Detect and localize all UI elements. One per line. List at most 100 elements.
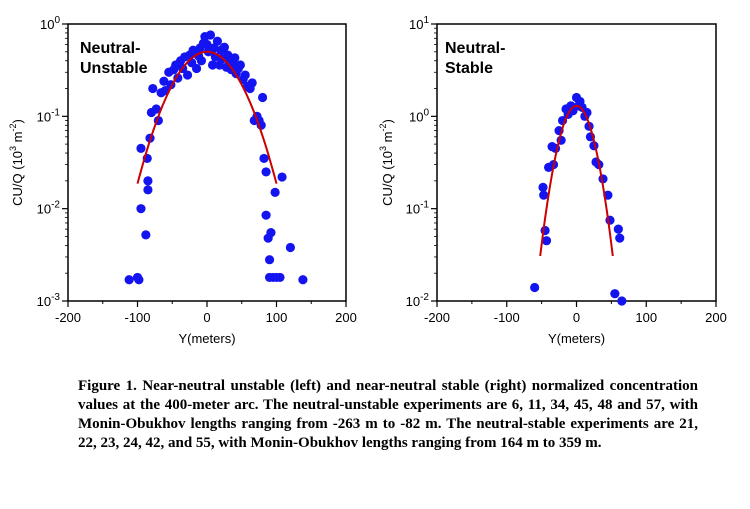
data-point	[615, 233, 625, 243]
data-point	[159, 76, 169, 86]
data-point	[285, 242, 295, 253]
data-point	[141, 230, 151, 240]
fit-curve	[136, 50, 278, 184]
y-tick-label: 100	[40, 15, 60, 32]
y-tick-exponent: -1	[51, 107, 60, 118]
data-point	[247, 78, 257, 88]
y-tick-label: 100	[409, 107, 429, 124]
data-point	[610, 289, 620, 299]
data-point	[261, 167, 271, 177]
y-tick-label: 101	[409, 15, 429, 32]
y-tick-exponent: -2	[51, 200, 60, 211]
y-axis-title-part: 3	[8, 146, 18, 151]
data-point	[275, 272, 285, 283]
panel-label: Neutral-	[445, 40, 505, 57]
y-tick-exponent: 0	[423, 107, 429, 118]
y-tick-base: 10	[40, 17, 54, 32]
data-point	[134, 275, 144, 285]
y-tick-label: 10-1	[37, 107, 61, 124]
figure-caption: Figure 1. Near-neutral unstable (left) a…	[78, 378, 698, 451]
data-point	[266, 228, 276, 238]
x-tick-label: -200	[424, 310, 450, 325]
data-point	[530, 282, 540, 293]
panel-label: Unstable	[80, 60, 148, 77]
x-axis-title: Y(meters)	[178, 331, 235, 346]
data-point	[541, 236, 552, 246]
y-axis-title: CU/Q (103 m-2)	[378, 119, 395, 206]
y-tick-base: 10	[406, 294, 420, 309]
data-point	[212, 36, 223, 46]
x-tick-label: -100	[494, 310, 520, 325]
chart-neutral-stable: -200 -100 0 100 20010110010-110-2Y(meters)CU…	[378, 15, 727, 346]
data-point	[148, 83, 158, 94]
x-axis-title: Y(meters)	[548, 331, 605, 346]
data-point	[613, 224, 623, 234]
data-point	[261, 210, 271, 220]
data-point	[264, 255, 275, 265]
data-point	[191, 63, 202, 74]
x-tick-label: 0	[203, 310, 210, 325]
data-point	[143, 185, 153, 195]
x-tick-label: -100	[124, 310, 150, 325]
chart-neutral-unstable: -200 -100 0 100 20010010-110-210-3Y(meters)C…	[8, 15, 357, 346]
data-point	[538, 182, 548, 192]
data-point	[219, 42, 229, 52]
y-tick-base: 10	[37, 294, 51, 309]
data-point	[539, 190, 549, 200]
data-point	[205, 30, 216, 40]
y-tick-label: 10-1	[406, 200, 430, 217]
y-tick-label: 10-2	[406, 292, 430, 309]
y-axis-title-part: )	[380, 119, 395, 123]
data-point	[143, 176, 153, 186]
y-axis-title-part: CU/Q (10	[380, 151, 395, 206]
data-point	[617, 296, 627, 306]
x-tick-label: 200	[335, 310, 357, 325]
panel-label: Neutral-	[80, 40, 140, 57]
data-point	[202, 39, 212, 50]
y-tick-base: 10	[409, 17, 423, 32]
y-tick-base: 10	[37, 202, 51, 217]
fit-curve	[539, 104, 614, 257]
data-point	[270, 187, 280, 198]
y-axis-title-part: )	[10, 119, 25, 123]
panel-label: Stable	[445, 60, 493, 77]
data-point	[124, 275, 134, 285]
y-axis-title-part: m	[380, 131, 395, 145]
data-point	[277, 172, 287, 182]
y-tick-label: 10-3	[37, 292, 61, 309]
y-tick-base: 10	[409, 109, 423, 124]
y-axis-title-part: -2	[378, 123, 388, 131]
x-tick-label: 0	[573, 310, 580, 325]
y-axis-title-part: -2	[8, 123, 18, 131]
data-point	[230, 53, 240, 63]
y-axis-title-part: CU/Q (10	[10, 151, 25, 206]
data-point	[136, 204, 146, 214]
y-tick-exponent: -2	[420, 292, 429, 303]
y-tick-exponent: 0	[54, 15, 60, 26]
data-point	[540, 225, 550, 236]
data-point	[240, 70, 250, 80]
x-tick-label: 100	[266, 310, 288, 325]
y-axis-title-part: 3	[378, 146, 388, 151]
data-point	[151, 104, 161, 114]
y-tick-base: 10	[37, 109, 51, 124]
data-point	[188, 45, 198, 55]
data-point	[182, 70, 193, 80]
data-point	[136, 143, 146, 153]
data-point	[259, 153, 269, 164]
data-point	[235, 60, 245, 70]
x-tick-label: 200	[705, 310, 727, 325]
y-axis-title-part: m	[10, 131, 25, 145]
y-tick-exponent: -3	[51, 292, 60, 303]
y-tick-base: 10	[406, 202, 420, 217]
y-tick-exponent: -1	[420, 200, 429, 211]
x-tick-label: 100	[635, 310, 657, 325]
data-point	[258, 92, 268, 103]
y-tick-exponent: 1	[423, 15, 429, 26]
data-point	[196, 56, 207, 66]
data-point	[207, 60, 218, 70]
x-tick-label: -200	[55, 310, 81, 325]
data-point	[298, 275, 308, 285]
y-axis-title: CU/Q (103 m-2)	[8, 119, 25, 206]
